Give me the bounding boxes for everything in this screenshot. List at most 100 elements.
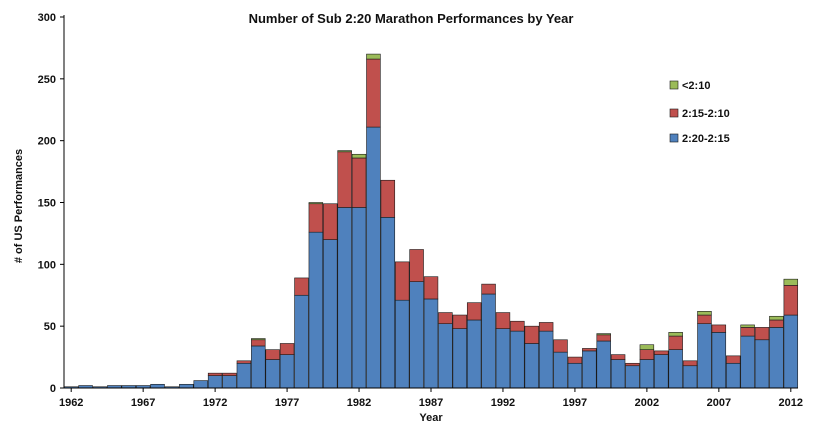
bar-segment xyxy=(567,362,583,389)
bar-segment xyxy=(510,320,525,332)
bar-segment xyxy=(337,207,352,389)
bar-segment xyxy=(179,383,194,389)
bar-segment xyxy=(337,150,352,153)
legend: <2:10 2:15-2:10 2:20-2:15 xyxy=(669,80,730,145)
bar-segment xyxy=(495,328,511,389)
bar-segment xyxy=(582,348,597,352)
x-tick-label: 2002 xyxy=(635,397,659,409)
bar-segment xyxy=(308,203,324,233)
bar-segment xyxy=(294,294,309,389)
bar-segment xyxy=(466,302,482,321)
x-tick-label: 1967 xyxy=(131,397,155,409)
legend-label: <2:10 xyxy=(682,80,710,92)
bar-segment xyxy=(625,362,640,367)
x-tick-label: 1972 xyxy=(203,397,227,409)
bar-segment xyxy=(279,343,295,355)
bar-segment xyxy=(423,298,439,389)
bar-segment xyxy=(251,339,266,347)
bar-segment xyxy=(726,362,741,389)
bar-segment xyxy=(697,323,712,389)
bar-segment xyxy=(740,324,755,328)
y-tick-label: 100 xyxy=(38,259,56,271)
bar-segment xyxy=(567,356,583,364)
y-tick-label: 300 xyxy=(38,12,56,24)
bar-segment xyxy=(265,359,280,389)
bar-segment xyxy=(582,350,597,389)
bar-segment xyxy=(236,362,252,389)
x-tick-label: 1987 xyxy=(419,397,443,409)
bar-segment xyxy=(538,330,554,389)
bar-segment xyxy=(452,328,468,389)
bar-segment xyxy=(697,314,712,325)
bar-segment xyxy=(308,202,324,205)
bar-segment xyxy=(610,354,626,360)
bar-segment xyxy=(409,249,424,282)
bar-segment xyxy=(668,335,683,350)
bar-segment xyxy=(222,375,237,389)
y-tick-label: 250 xyxy=(38,74,56,86)
x-tick-label: 1992 xyxy=(491,397,515,409)
bar-segment xyxy=(409,281,424,389)
bar-segment xyxy=(682,360,698,367)
bar-segment xyxy=(668,332,683,337)
x-tick-label: 1977 xyxy=(275,397,299,409)
y-tick-label: 0 xyxy=(50,383,56,395)
bar-segment xyxy=(366,58,381,128)
plot-area xyxy=(63,53,799,389)
bar-segment xyxy=(783,285,799,316)
x-tick-label: 1997 xyxy=(563,397,587,409)
bar-segment xyxy=(265,349,280,360)
bar-segment xyxy=(308,231,324,389)
bar-segment xyxy=(466,319,482,389)
legend-label: 2:15-2:10 xyxy=(682,108,730,120)
bar-segment xyxy=(438,312,453,324)
bar-segment xyxy=(596,334,611,342)
bar-segment xyxy=(596,340,611,389)
bar-segment xyxy=(697,311,712,316)
legend-label: 2:20-2:15 xyxy=(682,133,730,145)
y-axis-title: # of US Performances xyxy=(13,149,25,263)
legend-swatch xyxy=(669,80,679,90)
bar-segment xyxy=(553,339,568,353)
bar-segment xyxy=(323,239,338,389)
x-tick-label: 2012 xyxy=(779,397,803,409)
bar-segment xyxy=(524,325,539,344)
bar-segment xyxy=(524,343,539,389)
bar-segment xyxy=(596,333,611,336)
x-tick-label: 2007 xyxy=(707,397,731,409)
bar-segment xyxy=(395,261,410,301)
bar-segment xyxy=(769,315,784,321)
bar-segment xyxy=(279,354,295,389)
bar-segment xyxy=(481,293,496,389)
bar-segment xyxy=(323,203,338,240)
bar-segment xyxy=(711,324,727,333)
bar-segment xyxy=(481,283,496,295)
bar-segment xyxy=(495,312,511,329)
bar-segment xyxy=(351,153,367,159)
bar-segment xyxy=(769,319,784,328)
bar-segment xyxy=(639,349,655,360)
bar-segment xyxy=(538,322,554,332)
bar-segment xyxy=(639,344,655,350)
bar-segment xyxy=(740,327,755,337)
bar-segment xyxy=(236,360,252,364)
bar-segment xyxy=(150,383,165,389)
bar-segment xyxy=(510,330,525,389)
bar-segment xyxy=(380,217,396,389)
bar-segment xyxy=(366,126,381,389)
bar-segment xyxy=(783,314,799,389)
bar-segment xyxy=(625,365,640,389)
bar-segment xyxy=(251,338,266,341)
bar-segment xyxy=(251,345,266,389)
x-tick-label: 1982 xyxy=(347,397,371,409)
bar-segment xyxy=(654,350,669,355)
y-tick-label: 200 xyxy=(38,136,56,148)
bar-segment xyxy=(639,359,655,389)
bar-segment xyxy=(783,278,799,286)
y-tick-label: 50 xyxy=(44,321,56,333)
axes: 0 50 100 150 200 250 300 1962 1967 1972 1977 1982 19… xyxy=(38,12,803,409)
bar-segment xyxy=(438,323,453,389)
bar-segment xyxy=(423,276,439,300)
